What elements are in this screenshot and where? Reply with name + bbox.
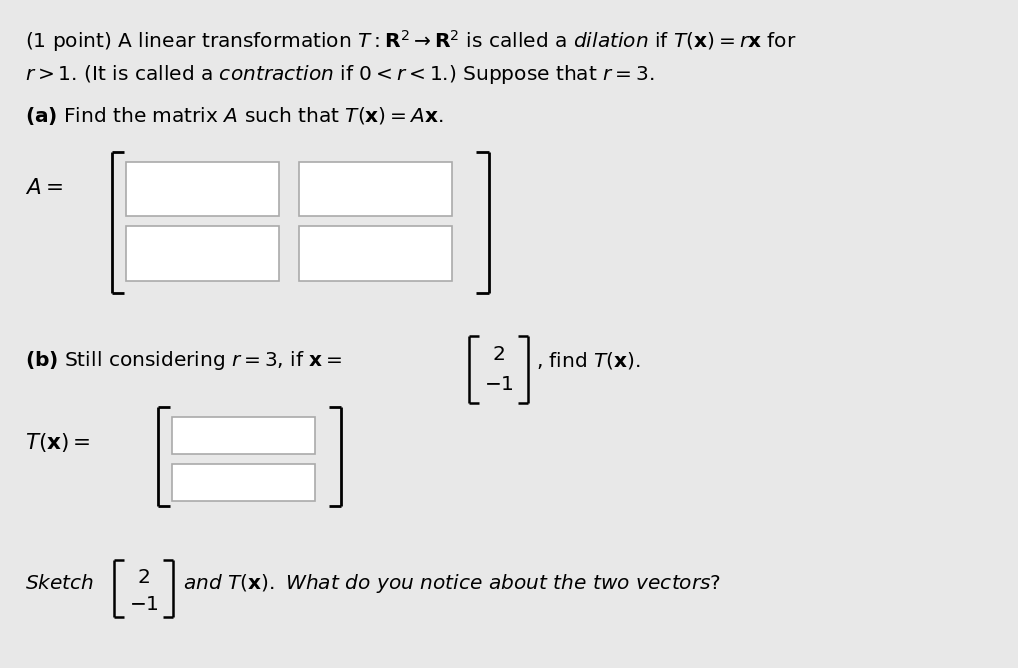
Text: $\it{and\ T(\mathbf{x}).\ What\ do\ you\ notice\ about\ the\ two\ vectors?}$: $\it{and\ T(\mathbf{x}).\ What\ do\ you\… [183,572,722,595]
Bar [299,162,452,216]
Text: (1 point) A linear transformation $T : \mathbf{R}^2 \rightarrow \mathbf{R}^2$ is: (1 point) A linear transformation $T : \… [25,28,797,54]
Text: $T(\mathbf{x}) =$: $T(\mathbf{x}) =$ [25,431,92,454]
Text: $-1$: $-1$ [128,595,159,614]
Text: $r > 1$. (It is called a $\it{contraction}$ if $0 < r < 1$.) Suppose that $r = 3: $r > 1$. (It is called a $\it{contractio… [25,63,655,86]
Text: $2$: $2$ [493,345,505,363]
Text: $\bf{(a)}$ Find the matrix $A$ such that $T(\mathbf{x}) = A\mathbf{x}$.: $\bf{(a)}$ Find the matrix $A$ such that… [25,105,444,127]
Text: , find $T(\mathbf{x})$.: , find $T(\mathbf{x})$. [536,350,641,371]
Bar [126,226,279,281]
Bar [172,417,315,454]
Text: $-1$: $-1$ [484,375,514,393]
Bar [126,162,279,216]
Bar [299,226,452,281]
Bar [172,464,315,501]
Text: $A =$: $A =$ [25,178,63,198]
Text: $2$: $2$ [137,568,150,587]
Text: $\bf{(b)}$ Still considering $r = 3$, if $\mathbf{x} = $: $\bf{(b)}$ Still considering $r = 3$, if… [25,349,343,372]
Text: $\it{Sketch}$: $\it{Sketch}$ [25,574,95,593]
